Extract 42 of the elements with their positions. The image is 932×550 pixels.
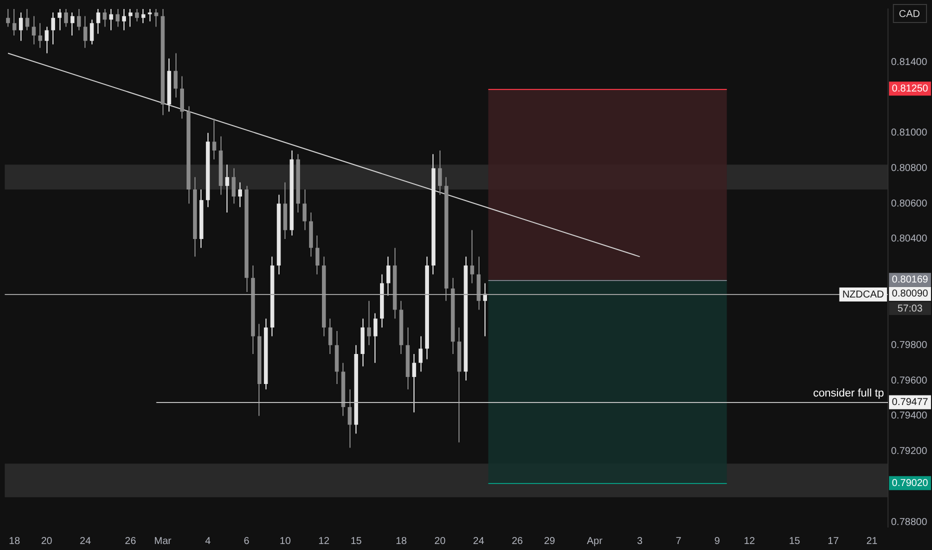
text: 57:03: [897, 303, 923, 314]
y-tick-label: 0.81400: [891, 56, 928, 68]
y-tick-label: 0.79400: [891, 410, 928, 422]
x-tick-label: 20: [41, 536, 53, 547]
x-tick-label: 12: [744, 536, 756, 547]
x-tick-label: Mar: [154, 536, 172, 547]
x-tick-label: 6: [244, 536, 250, 547]
x-tick-label: 17: [828, 536, 840, 547]
y-tick-label: 0.80400: [891, 234, 928, 245]
x-tick-label: 20: [434, 536, 446, 547]
y-tick-label: 0.79800: [891, 340, 928, 351]
x-tick-label: 3: [637, 536, 644, 547]
y-axis-title: CAD: [898, 8, 920, 20]
y-tick-label: 0.80600: [891, 198, 928, 210]
x-tick-label: 12: [318, 536, 330, 547]
x-tick-label: 24: [473, 536, 485, 547]
y-tick-label: 0.79200: [891, 446, 928, 458]
x-tick-label: 4: [205, 536, 212, 547]
ref-line-label: NZDCAD: [842, 289, 884, 300]
x-tick-label: 21: [866, 536, 878, 547]
annotation: 0.80169: [892, 274, 929, 286]
x-tick-label: 9: [714, 536, 720, 547]
y-tick-label: 0.78800: [891, 516, 928, 528]
x-tick-label: 29: [544, 536, 556, 547]
ref-line-label: consider full tp: [813, 388, 884, 400]
x-tick-label: 18: [396, 536, 408, 547]
x-tick-label: 15: [788, 536, 801, 547]
x-tick-label: 24: [80, 536, 92, 547]
annotation: 0.81250: [892, 83, 929, 94]
x-tick-label: 26: [512, 536, 524, 547]
x-tick-label: 15: [350, 536, 362, 547]
y-tick-label: 0.80800: [891, 162, 928, 174]
y-tick-label: 0.81000: [891, 128, 928, 139]
x-tick-label: 18: [8, 536, 20, 547]
annotation: 0.80090: [892, 288, 929, 300]
x-tick-label: 7: [676, 536, 682, 547]
x-tick-label: Apr: [586, 536, 604, 547]
y-tick-label: 0.79600: [891, 375, 928, 386]
annotation: 0.79020: [892, 478, 929, 489]
x-tick-label: 10: [280, 536, 292, 547]
x-tick-label: 26: [124, 536, 136, 547]
annotation: 0.79477: [892, 397, 929, 408]
